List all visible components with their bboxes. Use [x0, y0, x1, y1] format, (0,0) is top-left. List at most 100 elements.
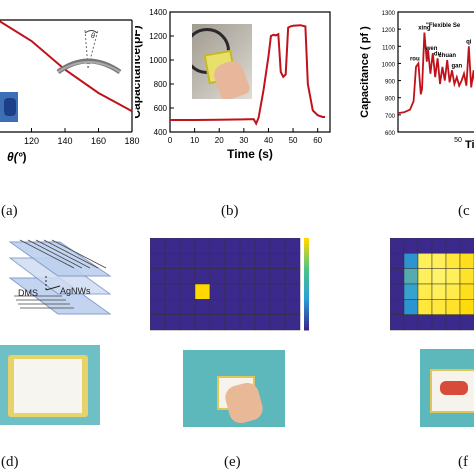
- panel-e-heatmap-colorbar-segment: [304, 293, 309, 297]
- panel-f-heatmap-cell: [390, 238, 405, 254]
- panel-c-quote-label: "Flexible Se: [426, 23, 461, 29]
- panel-e-heatmap-cell: [224, 268, 241, 285]
- panel-c-chart: 600 700 800 900 1000 1100 1200 1300 50 rou xing we…: [360, 11, 474, 151]
- panel-c-label: (c: [458, 203, 470, 219]
- panel-e-heatmap-cell: [269, 268, 286, 285]
- panel-e-photo: [183, 350, 285, 427]
- panel-b-y-tick-label: 400: [154, 128, 168, 137]
- panel-c-y-tick-label: 1100: [382, 45, 396, 51]
- panel-e-heatmap-cell: [179, 253, 196, 269]
- panel-e-heatmap-cell: [239, 253, 256, 269]
- panel-e-heatmap-colorbar-segment: [304, 305, 309, 310]
- panel-b-x-tick-label: 60: [313, 136, 322, 145]
- panel-f-heatmap-cell: [431, 283, 447, 300]
- panel-e-heatmap-colorbar-segment: [304, 284, 309, 288]
- panel-f-heatmap-cell: [431, 299, 447, 315]
- panel-f-heatmap-cell: [459, 314, 474, 331]
- panel-f-heatmap-cell: [403, 314, 419, 331]
- panel-f-heatmap-cell: [459, 299, 474, 315]
- panel-e-heatmap-cell: [150, 314, 166, 331]
- panel-c-y-axis-label: Capacitance ( pf ): [360, 26, 371, 118]
- panel-b-y-axis-label: Capacitance(pF): [135, 25, 143, 118]
- panel-c-series-line: [397, 32, 474, 115]
- panel-e-heatmap-colorbar-segment: [304, 277, 309, 282]
- panel-f-heatmap-cell: [459, 253, 474, 269]
- panel-e-heatmap-colorbar-segment: [304, 262, 309, 267]
- panel-f-heatmap: [390, 238, 474, 331]
- panel-f-heatmap-cell: [445, 283, 461, 300]
- panel-e-heatmap-cell: [194, 238, 211, 254]
- panel-e-heatmap-cell: [284, 299, 301, 315]
- panel-d-dms-label: DMS: [18, 288, 38, 298]
- panel-b-x-tick-label: 30: [239, 136, 248, 145]
- panel-b-x-tick-label: 50: [289, 136, 298, 145]
- panel-e-heatmap-colorbar-segment: [304, 320, 309, 325]
- panel-f-heatmap-cell: [459, 238, 474, 254]
- panel-f-heatmap-cell: [459, 268, 474, 285]
- panel-e-heatmap-cell: [239, 314, 256, 331]
- panel-e-heatmap-colorbar-segment: [304, 268, 309, 273]
- panel-f-heatmap-cell: [390, 314, 405, 331]
- panel-d-agnws-label: AgNWs: [60, 286, 91, 296]
- panel-e-heatmap-cell: [209, 299, 226, 315]
- panel-e-heatmap-colorbar-segment: [304, 314, 309, 319]
- panel-e-heatmap-colorbar-segment: [304, 259, 309, 264]
- panel-e-heatmap-cell: [239, 283, 256, 300]
- panel-f-heatmap-cell: [431, 253, 447, 269]
- panel-e-heatmap-cell: [150, 283, 166, 300]
- panel-b-x-tick-label: 10: [190, 136, 199, 145]
- panel-e-heatmap-colorbar-segment: [304, 311, 309, 316]
- panel-f-heatmap-cell: [445, 238, 461, 254]
- panel-a-photo: [0, 92, 18, 122]
- panel-f-heatmap-cell: [403, 283, 419, 300]
- panel-e-heatmap-colorbar-segment: [304, 241, 309, 245]
- panel-b-y-tick-label: 800: [154, 80, 168, 89]
- panel-c-syllable-label: wen: [425, 46, 438, 52]
- panel-e-heatmap-cell: [194, 314, 211, 331]
- panel-f-heatmap-cell: [390, 268, 405, 285]
- panel-e-heatmap-cell: [194, 268, 211, 285]
- panel-f-heatmap-cell: [445, 268, 461, 285]
- panel-f-heatmap-cell: [390, 283, 405, 300]
- panel-e-heatmap-colorbar-segment: [304, 317, 309, 322]
- panel-e-heatmap-cell: [150, 268, 166, 285]
- panel-e-heatmap-colorbar-segment: [304, 274, 309, 279]
- panel-e-heatmap: [150, 238, 309, 331]
- bend-angle-inset: [56, 29, 122, 75]
- panel-e-heatmap-colorbar-segment: [304, 302, 309, 306]
- panel-b-y-tick-label: 1200: [149, 32, 167, 41]
- panel-e-heatmap-cell: [164, 299, 181, 315]
- panel-e-heatmap-colorbar-segment: [304, 299, 309, 303]
- panel-a-chart: 120 140 160 180 θ: [0, 19, 140, 146]
- panel-d-photo: [0, 345, 100, 425]
- panel-e-heatmap-colorbar-segment: [304, 256, 309, 260]
- panel-c-y-tick-label: 1300: [382, 11, 396, 17]
- panel-e-heatmap-cell: [164, 314, 181, 331]
- panel-e-heatmap-cell: [179, 314, 196, 331]
- panel-f-heatmap-cell: [403, 268, 419, 285]
- panel-e-heatmap-cell: [254, 238, 271, 254]
- panel-e-heatmap-cell: [164, 238, 181, 254]
- panel-f-heatmap-cell: [417, 314, 433, 331]
- panel-f-heatmap-cell: [390, 299, 405, 315]
- panel-a-x-axis-label: θ(°): [7, 150, 27, 164]
- panel-f-heatmap-cell: [459, 283, 474, 300]
- panel-e-heatmap-cell: [269, 253, 286, 269]
- panel-e-heatmap-cell: [269, 283, 286, 300]
- panel-c-syllable-label: qi: [466, 39, 472, 45]
- panel-c-y-tick-label: 800: [385, 97, 396, 103]
- panel-e-heatmap-cell: [284, 314, 301, 331]
- panel-c-syllable-label: du: [434, 51, 442, 57]
- panel-e-heatmap-colorbar-segment: [304, 253, 309, 257]
- panel-e-heatmap-cell: [164, 283, 181, 300]
- panel-e-heatmap-cell: [194, 299, 211, 315]
- panel-e-heatmap-cell: [209, 253, 226, 269]
- panel-c-y-tick-label: 1200: [382, 28, 396, 34]
- panel-e-heatmap-colorbar-segment: [304, 326, 309, 331]
- panel-e-heatmap-colorbar-segment: [304, 250, 309, 254]
- panel-f-heatmap-cell: [445, 314, 461, 331]
- panel-c-syllable-label: gan: [451, 63, 462, 69]
- panel-e-heatmap-cell: [209, 238, 226, 254]
- panel-e-heatmap-cell: [254, 283, 271, 300]
- panel-e-heatmap-cell: [254, 268, 271, 285]
